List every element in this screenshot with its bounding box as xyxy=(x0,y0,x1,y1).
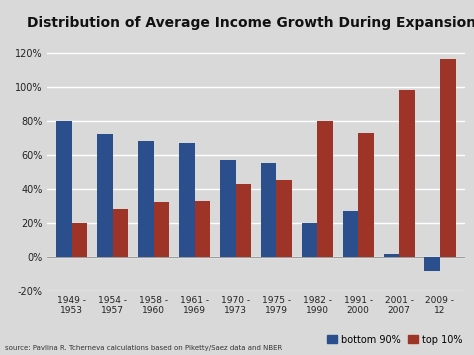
Bar xyxy=(236,184,251,257)
Bar xyxy=(399,90,415,257)
Bar xyxy=(358,133,374,257)
Bar xyxy=(261,163,276,257)
Bar xyxy=(138,141,154,257)
Bar xyxy=(343,211,358,257)
Bar xyxy=(72,223,88,257)
Text: source: Pavlina R. Tcherneva calculations based on Piketty/Saez data and NBER: source: Pavlina R. Tcherneva calculation… xyxy=(5,345,282,351)
Bar xyxy=(220,160,236,257)
Bar xyxy=(276,180,292,257)
Bar xyxy=(195,201,210,257)
Bar xyxy=(440,59,456,257)
Bar xyxy=(424,257,440,271)
Bar xyxy=(179,143,195,257)
Bar xyxy=(113,209,128,257)
Bar xyxy=(97,134,113,257)
Bar xyxy=(154,202,169,257)
Bar xyxy=(56,121,72,257)
Bar xyxy=(383,253,399,257)
Title: Distribution of Average Income Growth During Expansions: Distribution of Average Income Growth Du… xyxy=(27,16,474,30)
Bar xyxy=(302,223,317,257)
Bar xyxy=(317,121,333,257)
Legend: bottom 90%, top 10%: bottom 90%, top 10% xyxy=(325,333,465,346)
